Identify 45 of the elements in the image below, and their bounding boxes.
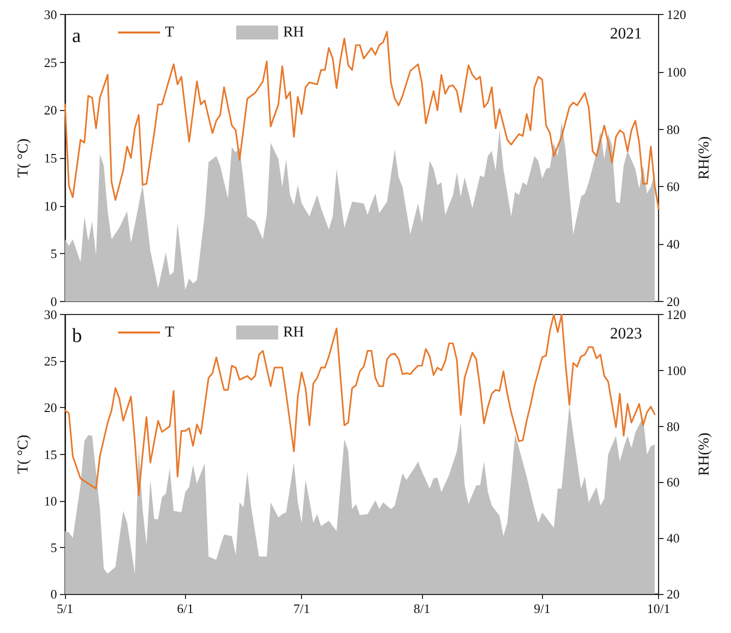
y2-tick-label: 120 bbox=[666, 7, 686, 22]
annotation: 2021 bbox=[610, 26, 642, 42]
y-tick-label: 10 bbox=[44, 198, 57, 214]
x-tick-label: 5/1 bbox=[56, 601, 74, 616]
y-tick-label: 30 bbox=[44, 307, 57, 322]
annotation: b bbox=[72, 325, 82, 347]
x-tick-label: 6/1 bbox=[176, 601, 194, 616]
y2-axis-title: RH(%) bbox=[696, 136, 712, 180]
x-tick-label: 8/1 bbox=[414, 601, 430, 616]
annotation: 2023 bbox=[610, 326, 642, 342]
y-tick-label: 5 bbox=[50, 540, 57, 555]
y-tick-label: 5 bbox=[50, 246, 57, 262]
y2-tick-label: 100 bbox=[666, 64, 686, 80]
y2-tick-label: 40 bbox=[666, 236, 680, 252]
annotation: a bbox=[72, 25, 81, 47]
y2-tick-label: 60 bbox=[666, 474, 680, 490]
y-tick-label: 10 bbox=[44, 493, 57, 508]
y2-tick-label: 40 bbox=[666, 530, 680, 546]
y-tick-label: 0 bbox=[50, 294, 57, 309]
legend-label: RH bbox=[283, 24, 304, 40]
y2-tick-label: 100 bbox=[666, 362, 686, 378]
y2-tick-label: 20 bbox=[666, 294, 680, 309]
y-tick-label: 25 bbox=[44, 354, 57, 369]
y-tick-label: 20 bbox=[44, 400, 57, 416]
legend-label: T bbox=[165, 324, 174, 340]
y-tick-label: 30 bbox=[44, 7, 57, 22]
y-tick-label: 25 bbox=[44, 54, 57, 70]
legend-label: RH bbox=[283, 324, 304, 340]
y2-axis-title: RH(%) bbox=[696, 432, 712, 476]
line-series bbox=[64, 314, 656, 496]
y-tick-label: 0 bbox=[50, 586, 57, 602]
x-tick-label: 10/1 bbox=[647, 601, 670, 616]
y2-tick-label: 60 bbox=[666, 179, 680, 194]
x-tick-label: 9/1 bbox=[534, 601, 551, 616]
legend-label: T bbox=[165, 24, 174, 40]
y2-tick-label: 80 bbox=[666, 122, 680, 137]
y-axis-title: T( °C) bbox=[16, 138, 32, 178]
y2-tick-label: 80 bbox=[666, 418, 680, 434]
x-tick-label: 7/1 bbox=[293, 601, 310, 616]
y2-tick-label: 20 bbox=[666, 586, 680, 602]
y-tick-label: 15 bbox=[44, 446, 57, 462]
y2-tick-label: 120 bbox=[666, 307, 686, 322]
y-tick-label: 15 bbox=[44, 150, 57, 166]
y-axis-title: T( °C) bbox=[16, 434, 32, 474]
y-tick-label: 20 bbox=[44, 102, 57, 118]
